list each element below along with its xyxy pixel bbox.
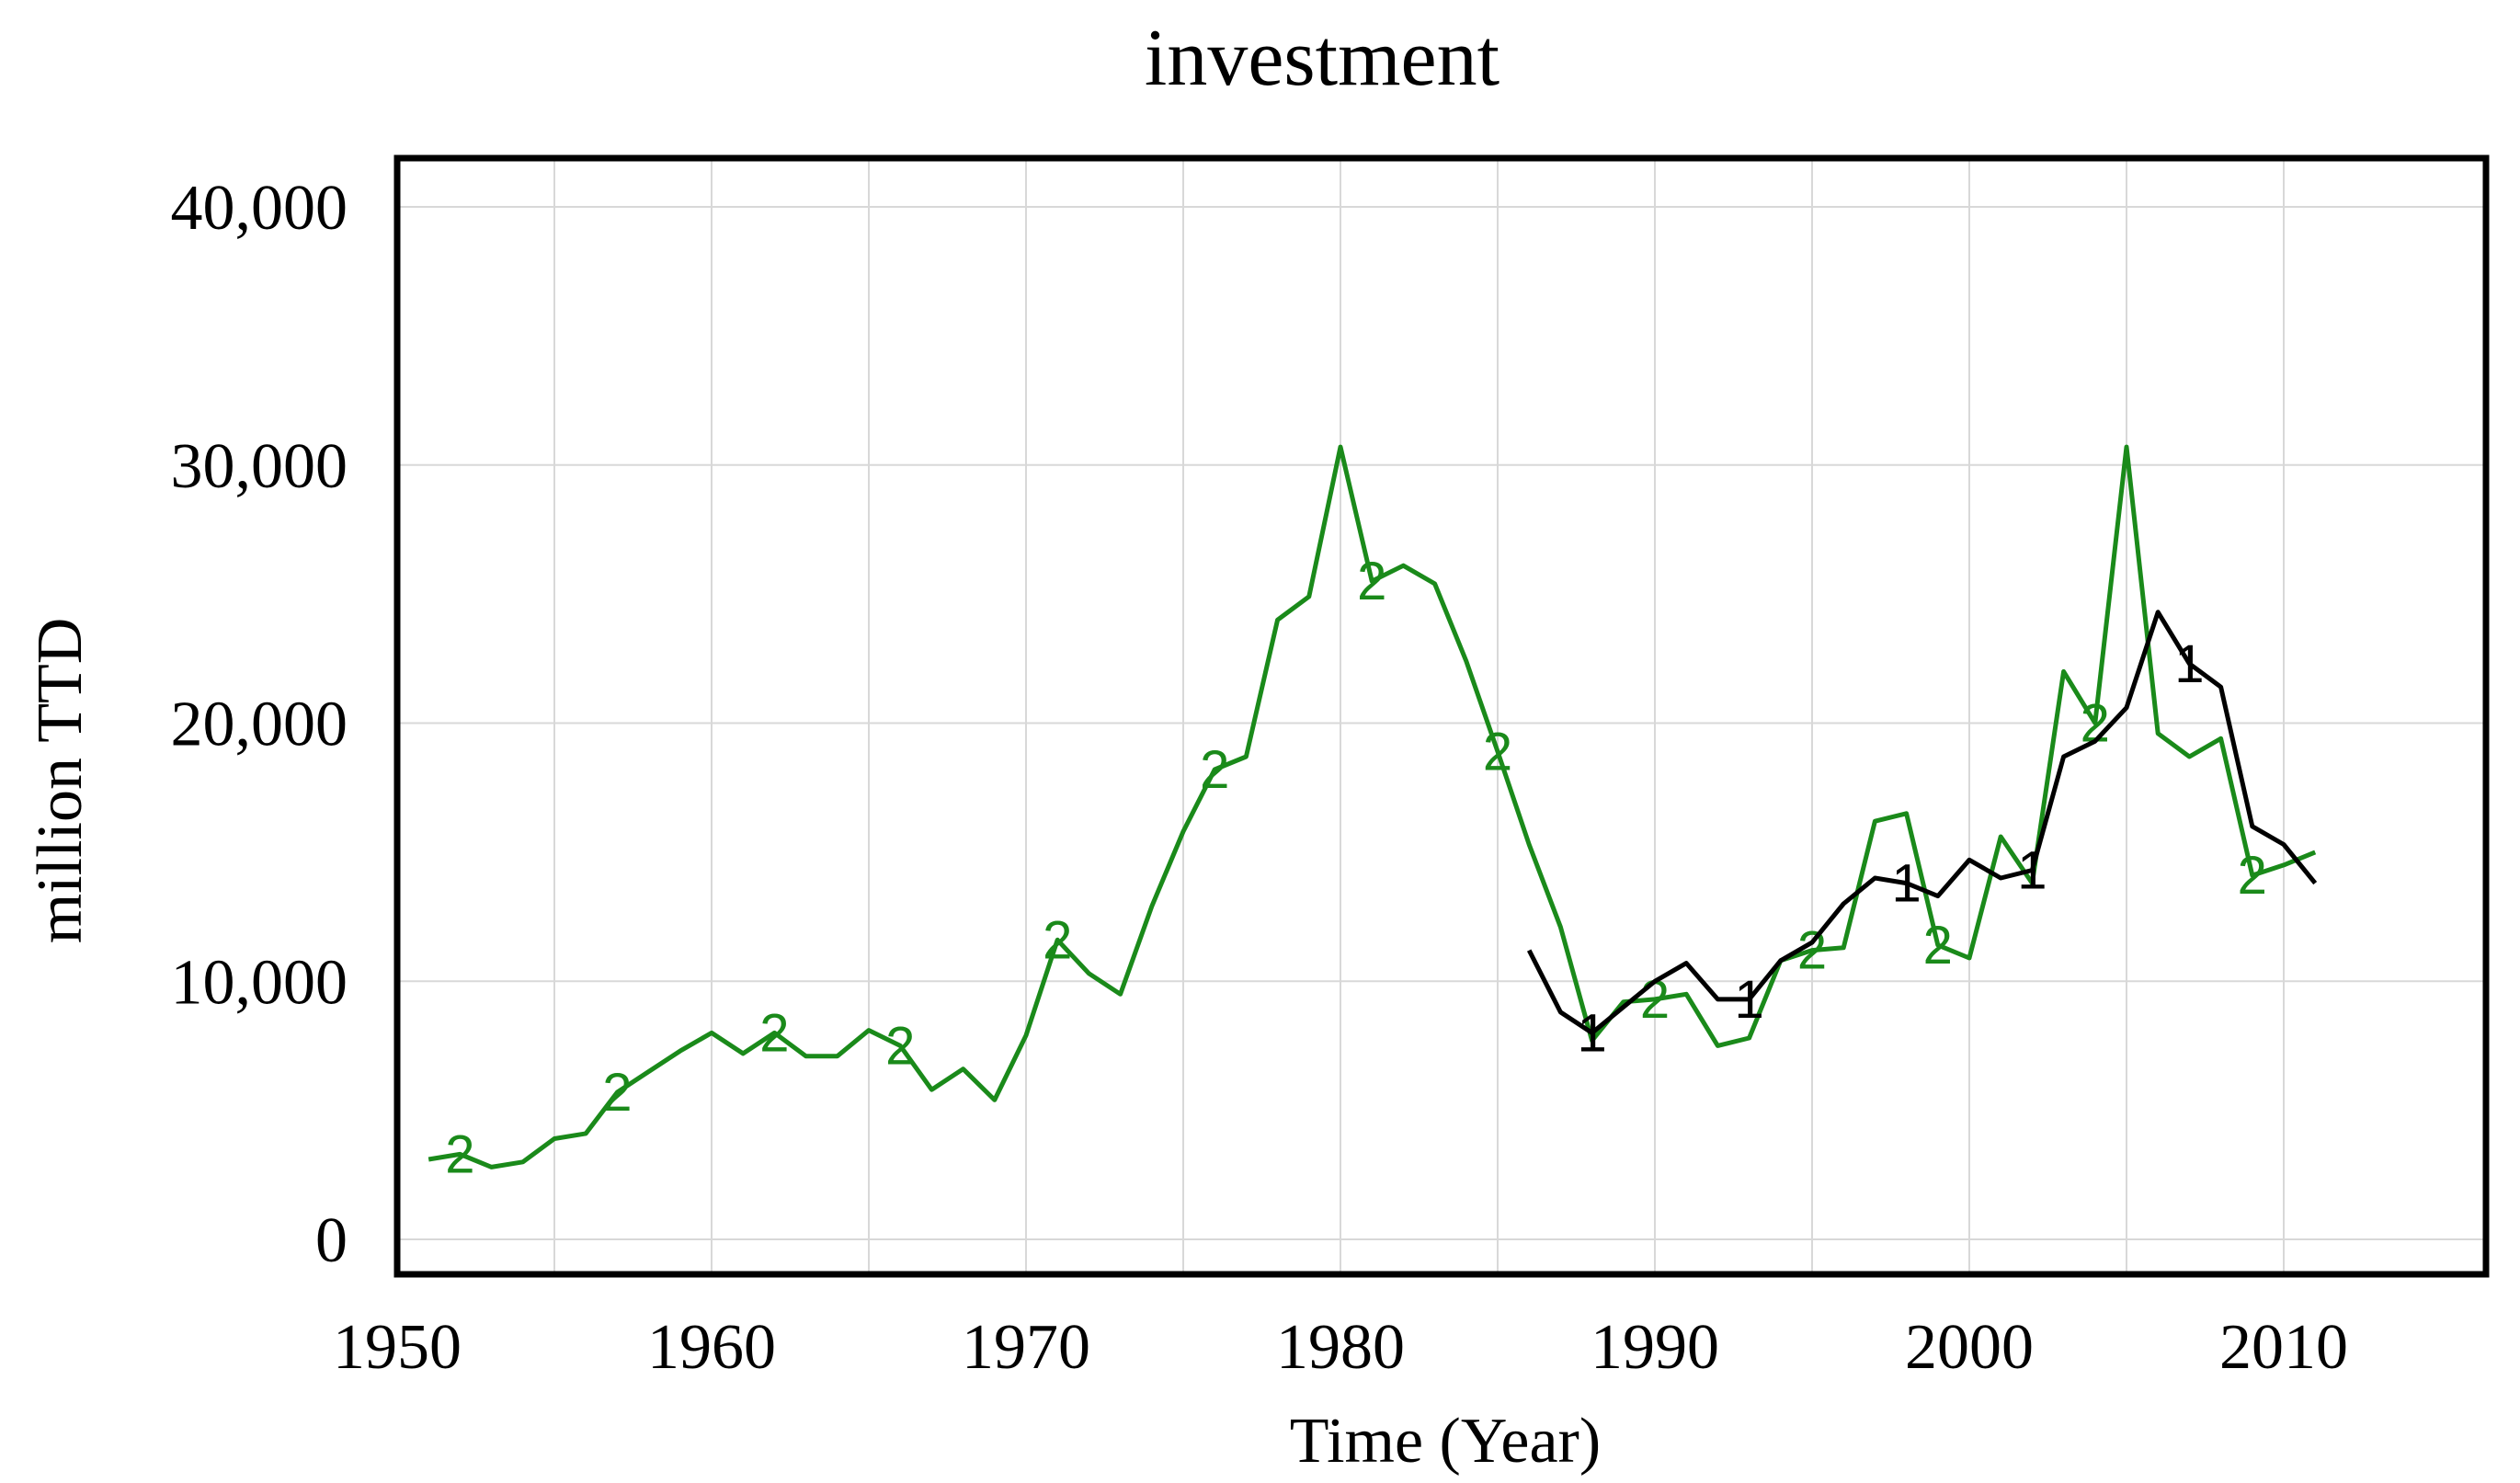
- x-tick-label: 1960: [647, 1312, 776, 1383]
- series-2-line: [428, 444, 2317, 1169]
- series-1-line: [1526, 610, 2318, 1035]
- series-2-marker: 2: [602, 1063, 632, 1123]
- y-axis-label: million TTD: [25, 618, 96, 944]
- series-1-marker: 1: [1734, 970, 1763, 1030]
- series-1-marker: 1: [2174, 634, 2204, 694]
- series-2-marker: 2: [445, 1124, 474, 1184]
- grid-layer: [397, 158, 2486, 1274]
- series-1: 1 1 1 1 1: [1526, 610, 2318, 1063]
- plot-frame: [393, 154, 2490, 1278]
- series-2-marker: 2: [1357, 552, 1386, 611]
- chart-title: investment: [1145, 14, 1499, 103]
- tick-layer: 1950 1960 1970 1980 1990 2000 2010 0 10,000 20,00…: [171, 173, 2349, 1383]
- y-tick-label: 20,000: [171, 690, 348, 760]
- series-2-marker: 2: [2238, 846, 2267, 906]
- x-tick-label: 1950: [333, 1312, 462, 1383]
- x-tick-label: 1990: [1591, 1312, 1719, 1383]
- x-tick-label: 2010: [2219, 1312, 2348, 1383]
- y-tick-label: 40,000: [171, 173, 348, 244]
- series-2-marker: 2: [1043, 910, 1072, 970]
- x-axis-label: Time (Year): [1290, 1406, 1601, 1477]
- series-1-marker: 1: [1577, 1003, 1606, 1063]
- series-2-marker: 2: [1200, 740, 1229, 800]
- x-tick-label: 2000: [1905, 1312, 2034, 1383]
- series-2-marker: 2: [759, 1003, 789, 1063]
- series-1-marker: 1: [2017, 841, 2047, 901]
- series-2-marker: 2: [1923, 916, 1953, 975]
- series-2-marker: 2: [1483, 722, 1512, 781]
- y-tick-label: 30,000: [171, 431, 348, 502]
- y-tick-label: 0: [315, 1205, 348, 1276]
- x-tick-label: 1970: [962, 1312, 1090, 1383]
- y-tick-label: 10,000: [171, 947, 348, 1018]
- series-1-marker: 1: [1891, 854, 1921, 914]
- x-tick-label: 1980: [1276, 1312, 1405, 1383]
- series-2-marker: 2: [885, 1016, 915, 1076]
